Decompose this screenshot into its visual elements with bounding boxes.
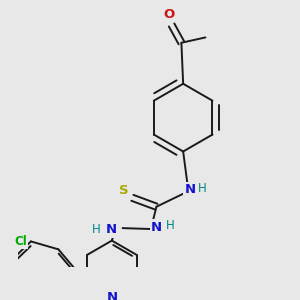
Text: H: H — [165, 219, 174, 232]
Text: H: H — [92, 223, 101, 236]
Text: N: N — [151, 221, 162, 234]
Text: N: N — [106, 291, 117, 300]
Text: N: N — [105, 224, 116, 236]
Text: N: N — [185, 183, 196, 196]
Text: H: H — [197, 182, 206, 195]
Text: Cl: Cl — [14, 235, 27, 248]
Text: S: S — [118, 184, 128, 197]
Text: O: O — [163, 8, 175, 21]
